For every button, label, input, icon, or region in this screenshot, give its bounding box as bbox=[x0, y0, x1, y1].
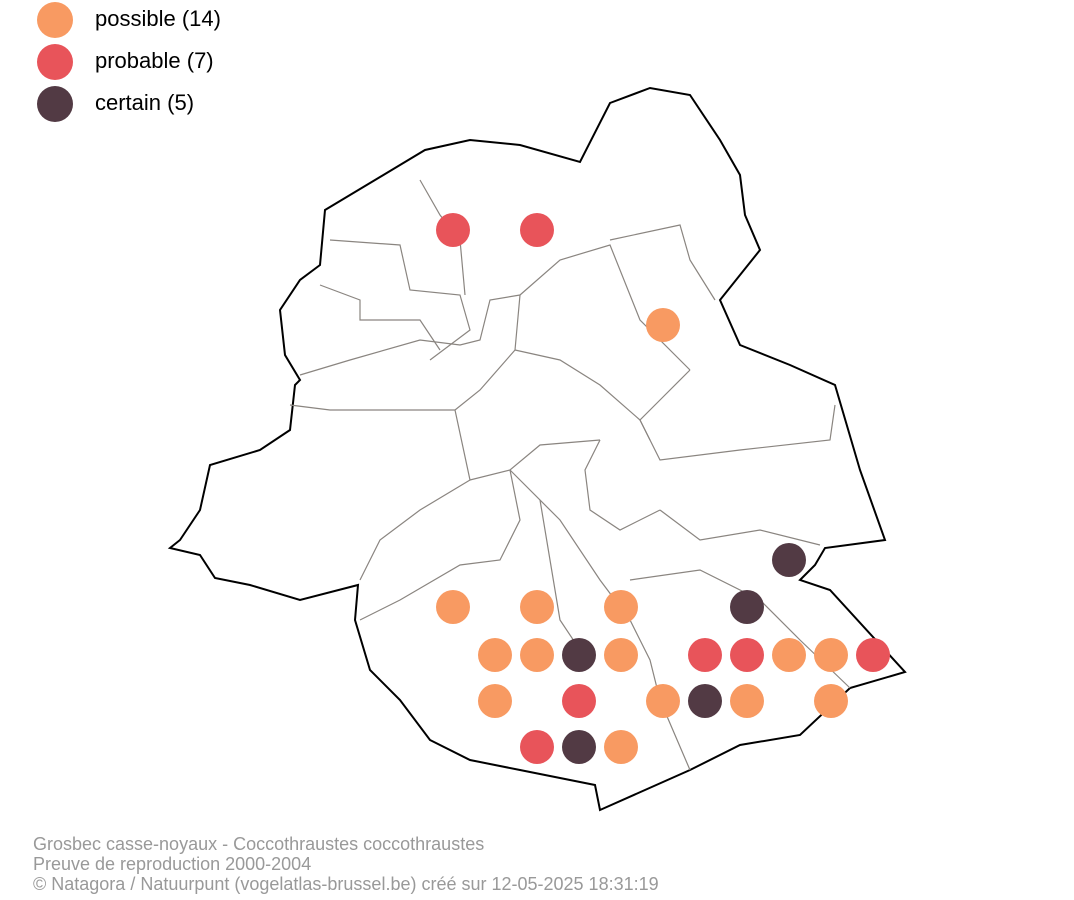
legend-label: possible (14) bbox=[95, 6, 221, 31]
dot-probable bbox=[730, 638, 764, 672]
dot-probable bbox=[520, 213, 554, 247]
dot-possible bbox=[730, 684, 764, 718]
dot-possible bbox=[814, 638, 848, 672]
dot-certain bbox=[730, 590, 764, 624]
dot-probable bbox=[436, 213, 470, 247]
caption: Grosbec casse-noyaux - Coccothraustes co… bbox=[33, 834, 659, 894]
legend-label: certain (5) bbox=[95, 90, 194, 115]
dot-possible bbox=[436, 590, 470, 624]
dot-certain bbox=[562, 730, 596, 764]
dot-possible bbox=[604, 730, 638, 764]
dot-possible bbox=[646, 308, 680, 342]
legend-swatch bbox=[37, 86, 73, 122]
legend-swatch bbox=[37, 2, 73, 38]
dot-possible bbox=[772, 638, 806, 672]
dot-possible bbox=[604, 638, 638, 672]
dot-possible bbox=[520, 590, 554, 624]
dot-possible bbox=[520, 638, 554, 672]
dot-possible bbox=[478, 684, 512, 718]
dot-certain bbox=[772, 543, 806, 577]
legend-swatch bbox=[37, 44, 73, 80]
legend: possible (14) probable (7) certain (5) bbox=[37, 2, 221, 122]
dot-possible bbox=[646, 684, 680, 718]
observation-dots bbox=[436, 213, 890, 764]
dot-certain bbox=[562, 638, 596, 672]
caption-line: Preuve de reproduction 2000-2004 bbox=[33, 854, 311, 874]
dot-possible bbox=[478, 638, 512, 672]
legend-label: probable (7) bbox=[95, 48, 214, 73]
caption-line: © Natagora / Natuurpunt (vogelatlas-brus… bbox=[33, 874, 659, 894]
dot-probable bbox=[856, 638, 890, 672]
region-outline bbox=[167, 86, 907, 812]
dot-possible bbox=[814, 684, 848, 718]
dot-probable bbox=[688, 638, 722, 672]
dot-possible bbox=[604, 590, 638, 624]
dot-certain bbox=[688, 684, 722, 718]
dot-probable bbox=[520, 730, 554, 764]
dot-probable bbox=[562, 684, 596, 718]
caption-line: Grosbec casse-noyaux - Coccothraustes co… bbox=[33, 834, 484, 854]
